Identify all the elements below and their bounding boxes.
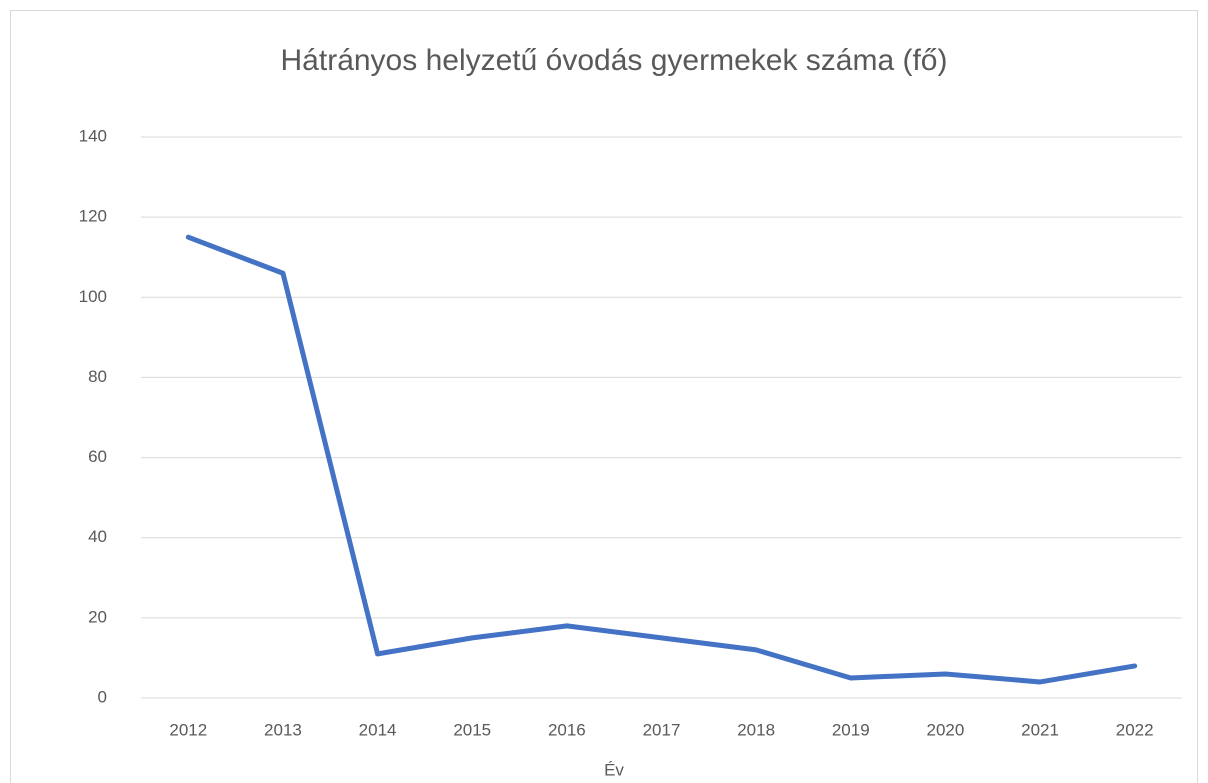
y-tick-label: 40 — [88, 527, 107, 546]
chart-frame — [10, 10, 1198, 783]
x-axis-label: Év — [604, 760, 624, 779]
x-tick-label: 2013 — [264, 720, 302, 739]
y-tick-label: 80 — [88, 367, 107, 386]
x-tick-label: 2019 — [832, 720, 870, 739]
x-tick-label: 2016 — [548, 720, 586, 739]
data-line — [185, 234, 1138, 685]
x-tick-label: 2020 — [926, 720, 964, 739]
x-tick-label: 2021 — [1021, 720, 1059, 739]
y-tick-label: 140 — [79, 126, 107, 145]
x-tick-label: 2014 — [359, 720, 397, 739]
y-tick-label: 0 — [98, 687, 107, 706]
x-tick-label: 2018 — [737, 720, 775, 739]
x-tick-label: 2015 — [453, 720, 491, 739]
y-tick-label: 100 — [79, 287, 107, 306]
x-tick-label: 2017 — [643, 720, 681, 739]
y-tick-label: 60 — [88, 447, 107, 466]
y-tick-label: 20 — [88, 607, 107, 626]
chart-title: Hátrányos helyzetű óvodás gyermekek szám… — [281, 44, 948, 77]
x-tick-label: 2012 — [169, 720, 207, 739]
x-tick-label: 2022 — [1116, 720, 1154, 739]
y-tick-label: 120 — [79, 207, 107, 226]
